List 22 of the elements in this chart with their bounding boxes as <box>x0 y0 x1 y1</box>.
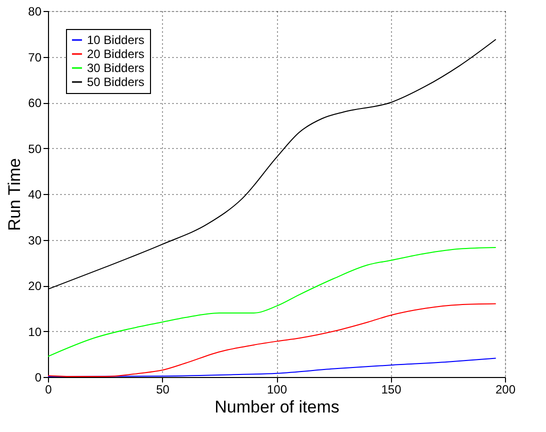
x-tick-label: 50 <box>156 382 170 396</box>
y-tick-label: 40 <box>28 188 42 202</box>
line-series <box>48 303 496 378</box>
y-tick-label: 20 <box>28 279 42 293</box>
y-tick-label: 50 <box>28 142 42 156</box>
legend-label: 20 Bidders <box>87 47 144 61</box>
y-tick-label: 10 <box>28 324 42 339</box>
legend-label: 50 Bidders <box>87 75 144 89</box>
y-tick-label: 70 <box>28 50 42 64</box>
x-tick-label: 0 <box>45 382 52 396</box>
line-series <box>48 247 496 357</box>
y-tick-label: 60 <box>28 96 42 110</box>
x-tick-label: 200 <box>495 382 516 396</box>
y-tick-label: 0 <box>34 370 42 384</box>
y-axis-title: Run Time <box>5 158 24 231</box>
x-tick-label: 150 <box>381 382 402 396</box>
y-tick-label: 30 <box>28 233 42 248</box>
x-tick-label: 100 <box>266 382 288 396</box>
y-tick-label: 80 <box>28 4 42 18</box>
x-axis-title: Number of items <box>214 398 340 416</box>
legend-label: 30 Bidders <box>87 61 144 75</box>
legend-label: 10 Bidders <box>87 33 144 47</box>
